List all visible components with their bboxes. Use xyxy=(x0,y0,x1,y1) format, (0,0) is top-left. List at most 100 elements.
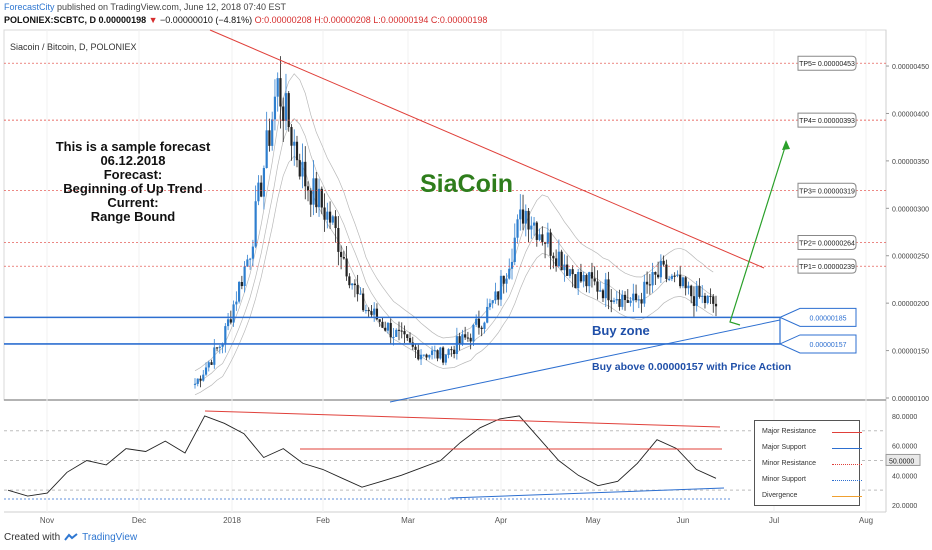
tradingview-link[interactable]: TradingView xyxy=(82,532,138,543)
candle xyxy=(494,291,497,301)
rsi-line xyxy=(7,415,717,497)
candle xyxy=(488,303,492,307)
candle xyxy=(574,274,577,289)
candle xyxy=(340,251,343,258)
candle xyxy=(317,188,321,208)
candle xyxy=(284,93,288,121)
downtrend-resistance-line xyxy=(209,29,765,269)
rsi-major-resistance xyxy=(204,410,721,428)
candle xyxy=(226,319,230,327)
x-tick-label: Nov xyxy=(40,516,54,525)
candle xyxy=(323,207,326,220)
candle xyxy=(527,210,530,230)
candle xyxy=(659,260,662,278)
candle xyxy=(287,93,290,128)
candle xyxy=(271,119,274,146)
legend-swatch xyxy=(832,448,862,449)
buy-above-label: Buy above 0.00000157 with Price Action xyxy=(592,361,792,373)
note-line: Current: xyxy=(107,195,159,210)
candle xyxy=(433,350,436,352)
target-label: TP4= 0.00000393 xyxy=(799,118,855,125)
candle xyxy=(469,337,472,342)
buy-zone-label: Buy zone xyxy=(592,323,650,338)
x-tick-label: May xyxy=(585,516,600,525)
y-tick-label: 0.00000250 xyxy=(892,254,929,261)
target-label-box xyxy=(797,258,857,274)
candle xyxy=(549,232,552,256)
high-value: H:0.00000208 xyxy=(314,15,371,25)
candle xyxy=(389,322,392,338)
zone-label-box xyxy=(778,334,857,354)
candle xyxy=(486,306,489,323)
candle xyxy=(497,291,500,300)
candle xyxy=(246,259,249,267)
candle xyxy=(384,327,387,331)
candle xyxy=(221,344,224,347)
candle xyxy=(453,349,456,354)
pair-label: POLONIEX:SCBTC, D xyxy=(4,15,97,25)
candle xyxy=(579,271,583,282)
candle xyxy=(265,130,268,168)
candle xyxy=(422,354,425,356)
candle xyxy=(193,383,197,385)
candle xyxy=(257,182,260,202)
candle xyxy=(430,350,434,355)
candle xyxy=(441,347,445,363)
candle xyxy=(612,300,616,302)
candle xyxy=(213,347,216,365)
candle xyxy=(345,258,348,277)
arrow-head-icon xyxy=(782,140,790,150)
candle xyxy=(373,308,376,315)
candle xyxy=(337,228,340,252)
candle xyxy=(521,209,525,224)
candle xyxy=(681,277,685,287)
candle xyxy=(596,281,599,292)
y-tick-label: 0.00000400 xyxy=(892,111,929,118)
candle xyxy=(615,299,618,301)
open-value: O:0.00000208 xyxy=(254,15,312,25)
candle xyxy=(378,319,381,322)
candle xyxy=(202,374,205,381)
candle xyxy=(695,285,698,306)
candle xyxy=(464,334,467,338)
candle xyxy=(510,261,514,269)
target-label: TP3= 0.00000319 xyxy=(799,188,855,195)
candle xyxy=(651,272,654,286)
candle xyxy=(359,293,362,295)
siacoin-title: SiaCoin xyxy=(420,170,514,198)
forecast-arrow xyxy=(729,143,787,326)
candle xyxy=(676,274,679,276)
candle xyxy=(268,130,271,146)
candle xyxy=(207,362,210,368)
candle xyxy=(505,278,508,284)
legend-label: Minor Support xyxy=(762,476,806,483)
candle xyxy=(516,219,519,238)
candle xyxy=(342,257,345,259)
target-label-box xyxy=(797,55,857,71)
x-tick-label: Apr xyxy=(495,516,508,525)
candle xyxy=(538,234,541,240)
candle xyxy=(632,293,635,301)
legend-item: Minor Support xyxy=(762,476,862,486)
note-line: 06.12.2018 xyxy=(100,153,166,168)
y-tick-label: 0.00000200 xyxy=(892,301,929,308)
candle xyxy=(353,283,356,286)
y-tick-label: 0.00000100 xyxy=(892,396,929,403)
target-label: TP5= 0.00000453 xyxy=(799,61,855,68)
publisher-link[interactable]: ForecastCity xyxy=(4,2,55,12)
candle xyxy=(395,329,398,337)
legend-label: Major Support xyxy=(762,444,806,451)
down-arrow-icon: ▼ xyxy=(148,15,158,25)
candle xyxy=(334,216,337,229)
y-tick-label: 0.00000350 xyxy=(892,159,929,166)
candle xyxy=(560,251,563,271)
legend-item: Minor Resistance xyxy=(762,460,862,470)
candle xyxy=(262,167,266,197)
candle xyxy=(196,378,199,384)
candle xyxy=(381,321,384,328)
candle xyxy=(568,269,571,276)
candle xyxy=(243,266,246,287)
candle xyxy=(364,310,368,312)
candle xyxy=(679,274,682,287)
